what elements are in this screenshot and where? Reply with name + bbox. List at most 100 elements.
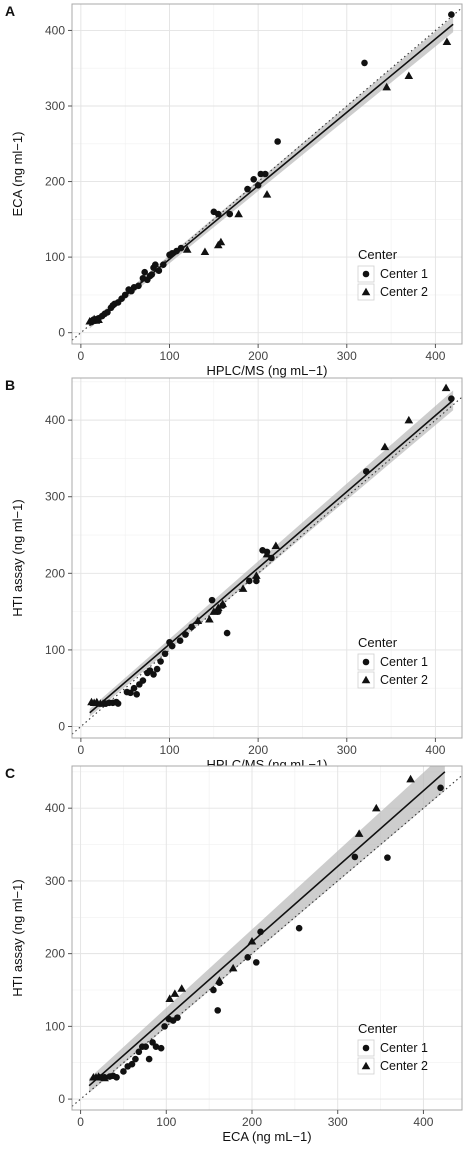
point-center1 <box>351 853 359 861</box>
point-center1 <box>130 684 138 692</box>
point-center1 <box>128 1060 136 1068</box>
point-center1 <box>157 1044 165 1052</box>
y-tick-label: 200 <box>45 175 65 189</box>
point-center2 <box>380 442 390 451</box>
legend-label: Center 1 <box>380 267 428 281</box>
x-tick-label: 300 <box>328 1115 348 1129</box>
point-center2 <box>213 603 223 612</box>
point-center2 <box>228 963 238 972</box>
point-center1 <box>448 11 455 18</box>
x-tick-label: 300 <box>337 349 357 363</box>
point-center1 <box>257 928 264 936</box>
point-center1 <box>244 185 251 193</box>
y-tick-label: 100 <box>45 1019 65 1033</box>
point-center1 <box>177 244 185 252</box>
y-tick-label: 400 <box>45 801 65 815</box>
point-center1 <box>133 691 141 698</box>
x-tick-label: 400 <box>425 349 445 363</box>
points <box>85 11 455 326</box>
x-axis-label: HPLC/MS (ng mL−1) <box>206 363 327 378</box>
point-center1 <box>157 658 164 665</box>
point-center2 <box>262 190 272 198</box>
point-center1 <box>214 1007 222 1014</box>
point-center2 <box>442 37 452 46</box>
point-center2 <box>234 209 243 218</box>
point-center2 <box>404 415 414 424</box>
panel-c: C 0 100 200 300 400 0 100 200 300 400 ECA (ng mL−1)… <box>5 765 463 1144</box>
point-center1 <box>253 577 260 585</box>
point-center2 <box>205 614 214 623</box>
point-center2 <box>170 989 180 997</box>
point-center1 <box>182 631 189 638</box>
point-center2 <box>247 936 257 945</box>
x-tick-label: 300 <box>337 743 357 757</box>
point-center2 <box>441 383 451 392</box>
x-tick-label: 100 <box>156 1115 176 1129</box>
regression-line <box>88 771 446 1087</box>
point-center1 <box>223 629 231 637</box>
grid <box>72 378 462 738</box>
point-center1 <box>155 267 163 275</box>
y-tick-label: 300 <box>45 99 65 113</box>
point-center1 <box>161 650 169 658</box>
panel-border <box>71 3 463 345</box>
point-center1 <box>174 1014 181 1021</box>
y-tick-label: 0 <box>58 720 65 734</box>
point-center1 <box>161 1023 168 1030</box>
panel-a: A 0 100 200 300 400 0 100 200 300 400 HPLC/MS (ng m… <box>5 3 463 378</box>
point-center1 <box>274 138 281 145</box>
point-center2 <box>218 599 227 608</box>
point-center1 <box>295 924 303 932</box>
point-center2 <box>354 829 364 837</box>
legend: Center Center 1 Center 2 <box>357 635 428 689</box>
point-center2 <box>215 976 224 984</box>
point-center2 <box>94 315 103 324</box>
point-center2 <box>193 616 203 625</box>
legend: Center Center 1 Center 2 <box>357 247 428 301</box>
x-tick-label: 400 <box>413 1115 433 1129</box>
point-center1 <box>250 175 258 183</box>
y-axis-label: HTI assay (ng ml−1) <box>10 499 25 616</box>
point-center1 <box>384 854 391 861</box>
legend-label: Center 1 <box>380 1041 428 1055</box>
point-center1 <box>152 261 159 268</box>
panel-label: A <box>5 3 15 19</box>
y-tick-label: 200 <box>45 566 65 580</box>
point-center1 <box>120 1068 127 1075</box>
point-center1 <box>261 170 269 178</box>
y-tick-label: 300 <box>45 490 65 504</box>
point-center1 <box>362 468 370 475</box>
point-center1 <box>127 689 134 697</box>
y-tick-label: 400 <box>45 23 65 37</box>
point-center2 <box>238 584 248 592</box>
point-center1 <box>254 182 262 189</box>
point-center1 <box>159 261 167 268</box>
point-center2 <box>200 247 210 256</box>
point-center2 <box>271 541 281 549</box>
y-axis-label: HTI assay (ng ml−1) <box>10 879 25 996</box>
point-center1 <box>113 1073 120 1081</box>
x-tick-label: 400 <box>425 743 445 757</box>
x-tick-label: 0 <box>77 1115 84 1129</box>
point-center1 <box>135 282 142 290</box>
y-axis-label: ECA (ng ml−1) <box>10 132 25 217</box>
point-center2 <box>371 803 381 812</box>
point-center2 <box>262 549 272 558</box>
y-tick-label: 0 <box>58 1092 65 1106</box>
y-tick-label: 100 <box>45 250 65 264</box>
legend-key-triangle <box>361 1061 371 1070</box>
point-center1 <box>188 623 195 631</box>
points <box>89 774 444 1082</box>
x-tick-label: 0 <box>78 349 85 363</box>
x-tick-label: 100 <box>159 349 179 363</box>
panel-border <box>71 765 463 1111</box>
point-center2 <box>100 1073 109 1082</box>
point-center1 <box>437 784 444 792</box>
point-center1 <box>132 1055 139 1063</box>
panel-border <box>71 377 463 739</box>
point-center1 <box>152 1043 160 1051</box>
legend-key-triangle <box>361 675 371 684</box>
point-center1 <box>135 1048 143 1056</box>
